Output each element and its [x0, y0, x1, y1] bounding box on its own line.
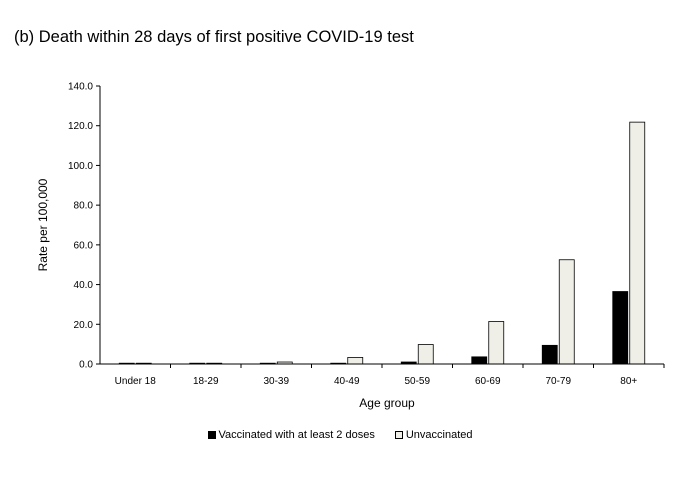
x-tick-label: 50-59	[404, 376, 430, 387]
y-tick-label: 140.0	[68, 82, 93, 93]
x-tick-label: 80+	[620, 376, 637, 387]
legend-swatch-vaccinated	[207, 431, 216, 439]
y-tick-label: 100.0	[68, 161, 93, 172]
x-tick-label: 70-79	[545, 376, 571, 387]
bar-unvaccinated	[488, 321, 505, 365]
y-tick-label: 0.0	[79, 360, 93, 371]
bar-unvaccinated	[558, 259, 575, 365]
legend-item-vaccinated: Vaccinated with at least 2 doses	[207, 429, 375, 441]
x-tick-label: 40-49	[334, 376, 360, 387]
x-tick-label: 18-29	[193, 376, 219, 387]
bar-vaccinated	[612, 291, 629, 365]
x-tick-label: 30-39	[263, 376, 289, 387]
y-tick-label: 120.0	[68, 121, 93, 132]
x-tick-label: Under 18	[115, 376, 157, 387]
bar-unvaccinated	[347, 357, 364, 365]
legend-label-vaccinated: Vaccinated with at least 2 doses	[218, 429, 375, 441]
bars	[118, 121, 646, 365]
bar-unvaccinated	[629, 121, 646, 365]
bar-vaccinated	[471, 356, 488, 365]
x-axis-ticks: Under 18 18-29 30-39 40-49 50-59 60-69 70-79 80…	[115, 364, 665, 387]
legend-label-unvaccinated: Unvaccinated	[405, 429, 473, 441]
y-tick-label: 80.0	[74, 201, 94, 212]
y-axis-title: Rate per 100,000	[36, 178, 50, 271]
legend-swatch-unvaccinated	[394, 431, 403, 439]
x-axis-title: Age group	[359, 396, 415, 410]
y-tick-label: 40.0	[74, 280, 94, 291]
y-axis-ticks: 0.0 20.0 40.0 60.0 80.0 100.0 120.0 140.0	[68, 82, 100, 371]
y-tick-label: 20.0	[74, 320, 94, 331]
legend-item-unvaccinated: Unvaccinated	[394, 429, 473, 441]
x-tick-label: 60-69	[475, 376, 501, 387]
chart-legend: Vaccinated with at least 2 doses Unvacci…	[0, 429, 680, 441]
y-tick-label: 60.0	[74, 240, 94, 251]
chart-title: (b) Death within 28 days of first positi…	[14, 28, 414, 46]
bar-vaccinated	[541, 344, 558, 365]
bar-unvaccinated	[417, 344, 434, 365]
